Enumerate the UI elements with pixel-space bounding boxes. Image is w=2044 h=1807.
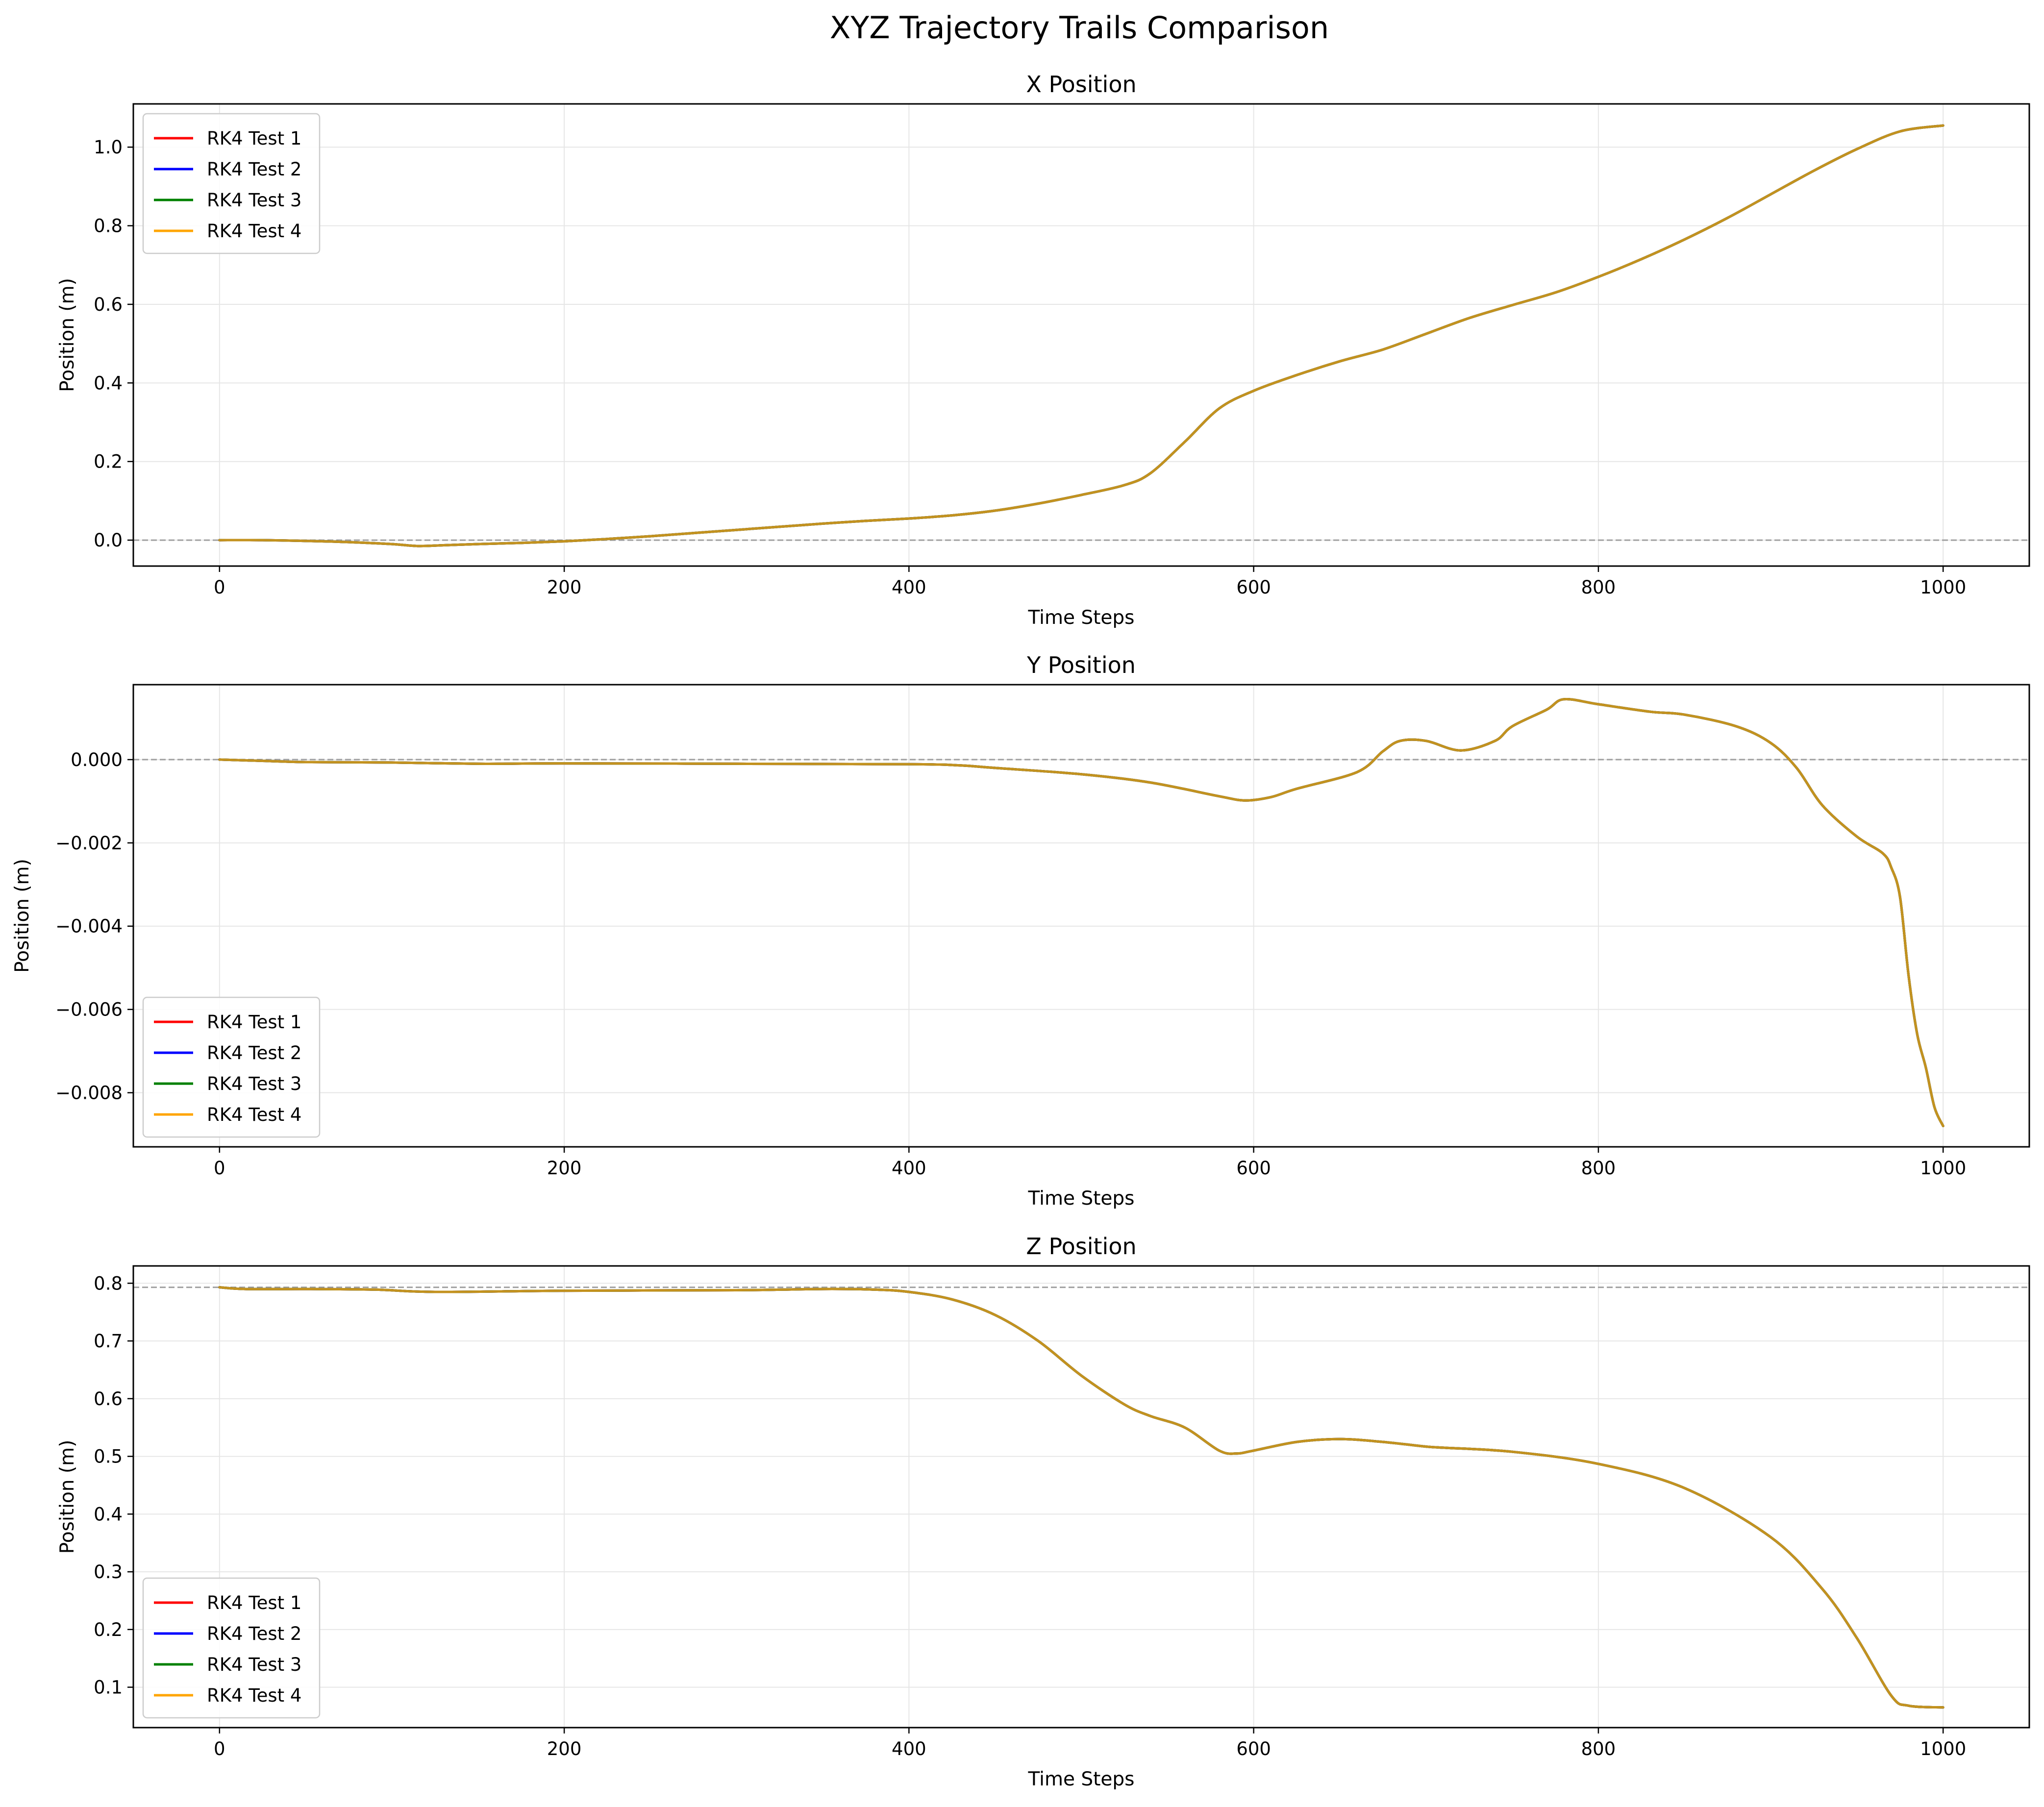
legend-box [142, 996, 321, 1138]
legend-label-2: RK4 Test 2 [207, 1042, 301, 1064]
series-line-4 [218, 697, 1944, 1127]
legend-box [142, 113, 321, 254]
x-tick-label: 0 [214, 1158, 225, 1179]
legend-label-3: RK4 Test 3 [207, 1073, 301, 1094]
x-tick-label: 200 [547, 1738, 582, 1759]
x-tick-label: 0 [214, 577, 225, 598]
x-tick-label: 400 [892, 1738, 926, 1759]
legend-label-2: RK4 Test 2 [207, 1623, 301, 1644]
y-axis-label: Position (m) [56, 278, 78, 392]
y-tick-label: −0.008 [55, 1083, 123, 1104]
x-axis-label: Time Steps [1028, 1188, 1135, 1210]
legend-label-3: RK4 Test 3 [207, 190, 301, 211]
legend-label-2: RK4 Test 2 [207, 159, 301, 180]
legend-box [142, 1577, 321, 1719]
x-tick-label: 400 [892, 577, 926, 598]
y-axis-label: Position (m) [11, 859, 33, 973]
y-tick-label: 0.8 [94, 216, 123, 237]
subplot-2: 0 200 400 600 800 1000 0.000 −0.002 −0.004 −0.006… [11, 652, 2030, 1210]
x-tick-label: 200 [547, 577, 582, 598]
y-tick-label: 0.5 [94, 1446, 123, 1467]
x-tick-label: 0 [214, 1738, 225, 1759]
x-tick-label: 1000 [1920, 1158, 1966, 1179]
legend: RK4 Test 1 RK4 Test 2 RK4 Test 3 RK4 Test 4 [142, 996, 321, 1138]
series-lines [218, 1286, 1944, 1709]
legend-label-1: RK4 Test 1 [207, 128, 301, 149]
x-tick-label: 200 [547, 1158, 582, 1179]
series-lines [218, 124, 1944, 547]
series-lines [218, 697, 1944, 1127]
x-tick-label: 800 [1581, 1738, 1616, 1759]
x-tick-label: 600 [1236, 577, 1271, 598]
legend-label-1: RK4 Test 1 [207, 1592, 301, 1613]
y-tick-label: 0.4 [94, 372, 123, 394]
x-axis-label: Time Steps [1028, 607, 1135, 629]
subplot-3: 0 200 400 600 800 1000 0.1 0.2 0.3 0.4 0.5 0.6 0.7 0.… [56, 1233, 2030, 1790]
x-tick-label: 800 [1581, 1158, 1616, 1179]
axes-frame [132, 103, 2030, 567]
subplot-title: X Position [1026, 71, 1136, 98]
x-tick-label: 1000 [1920, 1738, 1966, 1759]
y-tick-label: 0.7 [94, 1331, 123, 1352]
subplot-title: Y Position [1026, 652, 1136, 678]
y-tick-label: 0.2 [94, 451, 123, 472]
figure-suptitle: XYZ Trajectory Trails Comparison [830, 10, 1329, 46]
x-tick-label: 600 [1236, 1158, 1271, 1179]
axes-frame [132, 1265, 2030, 1729]
legend: RK4 Test 1 RK4 Test 2 RK4 Test 3 RK4 Test 4 [142, 1577, 321, 1719]
subplots: 0 200 400 600 800 1000 0.0 0.2 0.4 0.6 0.8 1.0 X Pos… [11, 71, 2030, 1790]
y-tick-label: 0.6 [94, 294, 123, 315]
y-tick-label: 1.0 [94, 137, 123, 158]
legend-label-3: RK4 Test 3 [207, 1654, 301, 1675]
y-tick-label: 0.4 [94, 1504, 123, 1525]
y-tick-label: 0.1 [94, 1677, 123, 1698]
subplot-1: 0 200 400 600 800 1000 0.0 0.2 0.4 0.6 0.8 1.0 X Pos… [56, 71, 2030, 629]
y-axis-label: Position (m) [56, 1440, 78, 1554]
y-tick-label: 0.8 [94, 1273, 123, 1294]
x-axis-label: Time Steps [1028, 1768, 1135, 1790]
y-tick-label: 0.2 [94, 1619, 123, 1640]
legend-label-4: RK4 Test 4 [207, 221, 301, 242]
legend-label-4: RK4 Test 4 [207, 1104, 301, 1125]
x-tick-label: 400 [892, 1158, 926, 1179]
x-tick-label: 1000 [1920, 577, 1966, 598]
y-tick-label: 0.6 [94, 1388, 123, 1410]
legend: RK4 Test 1 RK4 Test 2 RK4 Test 3 RK4 Test 4 [142, 113, 321, 254]
y-tick-label: 0.3 [94, 1561, 123, 1583]
y-tick-label: −0.004 [55, 916, 123, 937]
y-tick-label: −0.002 [55, 833, 123, 854]
x-tick-label: 600 [1236, 1738, 1271, 1759]
series-line-4 [218, 1286, 1944, 1709]
series-line-4 [218, 124, 1944, 547]
legend-label-1: RK4 Test 1 [207, 1012, 301, 1033]
y-tick-label: 0.0 [94, 530, 123, 551]
x-tick-label: 800 [1581, 577, 1616, 598]
y-tick-label: 0.000 [71, 749, 123, 770]
subplot-title: Z Position [1026, 1233, 1136, 1260]
y-tick-label: −0.006 [55, 999, 123, 1020]
legend-label-4: RK4 Test 4 [207, 1685, 301, 1706]
axes-frame [132, 684, 2030, 1148]
